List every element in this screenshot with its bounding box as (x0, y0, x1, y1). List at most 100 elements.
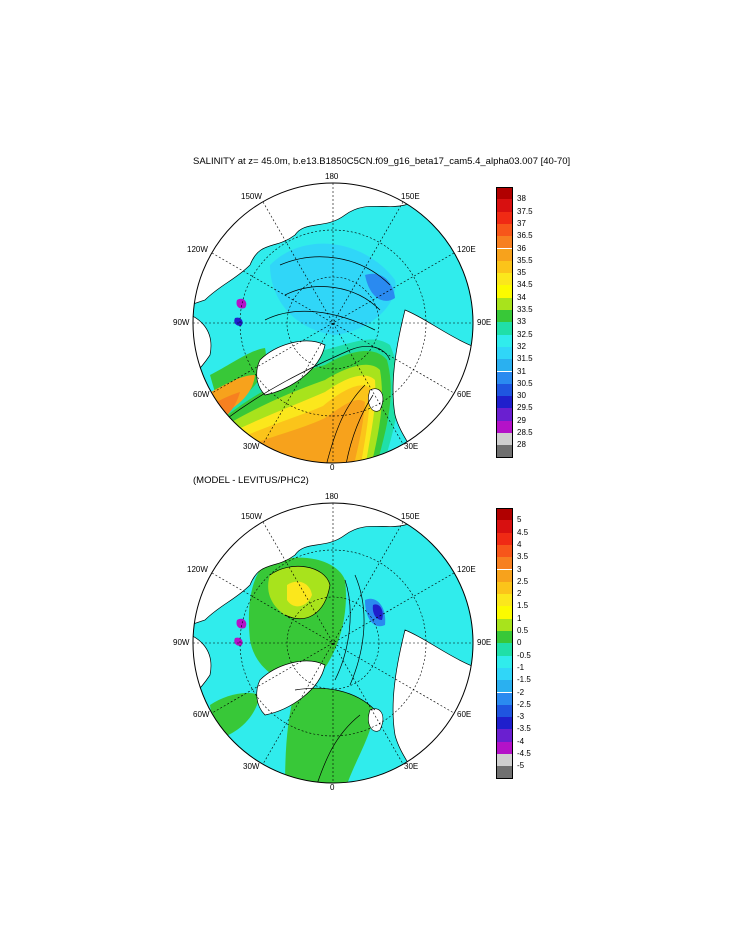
colorbar-tick-label: 28.5 (517, 428, 533, 437)
colorbar-swatch (496, 680, 513, 693)
colorbar-tick-label: -2 (517, 687, 525, 697)
colorbar-swatch (496, 383, 513, 397)
lon-label-60e: 60E (457, 710, 472, 719)
colorbar-tick-label: 30 (517, 391, 526, 401)
contour-line (349, 574, 365, 686)
graticule (193, 503, 473, 783)
lon-label-120w: 120W (187, 245, 208, 254)
land-canada (193, 309, 212, 386)
colorbar-tick-label: 37 (517, 218, 526, 228)
lon-label-150e: 150E (401, 192, 420, 201)
colorbar-swatch (496, 371, 513, 384)
lon-label-30e: 30E (404, 442, 419, 451)
colorbar-tick-label: 5 (517, 515, 522, 525)
colorbar-swatch (496, 310, 513, 323)
colorbar-swatch (496, 667, 513, 681)
colorbar-swatch (496, 741, 513, 754)
contour-region (365, 273, 395, 301)
colorbar-swatch (496, 420, 513, 433)
colorbar-tick-label: 1 (517, 613, 522, 623)
colorbar-swatch (496, 717, 513, 730)
contour-region (372, 604, 383, 620)
contour-line (224, 346, 391, 421)
colorbar-tick-label: 1.5 (517, 601, 529, 611)
colorbar-swatch (496, 445, 513, 458)
colorbar-tick-label: -0.5 (517, 650, 531, 660)
colorbar-swatch (496, 581, 513, 595)
difference-subtitle: (MODEL - LEVITUS/PHC2) (193, 475, 309, 486)
colorbar-swatch (496, 260, 513, 274)
colorbar-swatch (496, 692, 513, 705)
colorbar-tick-label: 28 (517, 440, 526, 450)
colorbar-tick-label: 30.5 (517, 378, 533, 388)
contour-line (284, 286, 381, 311)
colorbar-tick-label: -2.5 (517, 699, 531, 709)
lon-label-90e: 90E (477, 638, 492, 647)
contour-line (324, 384, 366, 463)
lon-label-30e: 30E (404, 762, 419, 771)
lon-label-30w: 30W (243, 442, 260, 451)
colorbar-swatch (496, 223, 513, 237)
colorbar-swatch (496, 729, 513, 742)
colorbar-tick-label: 34.5 (517, 280, 533, 290)
colorbar-swatch (496, 273, 513, 286)
colorbar-tick-label: 36 (517, 243, 526, 253)
contour-line (334, 579, 351, 681)
colorbar-tick-label: 35.5 (517, 255, 533, 265)
colorbar-swatch (496, 285, 513, 298)
contour-region (234, 317, 243, 326)
colorbar-tick-label: 35 (517, 268, 526, 278)
colorbar-swatch (496, 655, 513, 668)
map-boundary (192, 502, 474, 784)
difference-polar-map: 180 150W 150E 120W 120E 90W 90E 60W 60E … (173, 490, 495, 795)
lon-label-150e: 150E (401, 512, 420, 521)
colorbar-tick-label: 4 (517, 539, 522, 549)
colorbar-tick-label: 3 (517, 564, 522, 574)
colorbar-tick-label: 0.5 (517, 626, 529, 635)
contour-line (344, 394, 374, 463)
colorbar-swatch (496, 408, 513, 421)
colorbar-tick-label: -3.5 (517, 724, 531, 734)
lon-label-120e: 120E (457, 245, 476, 254)
lon-label-60e: 60E (457, 390, 472, 399)
colorbar-swatch (496, 557, 513, 570)
colorbar-tick-label: 3.5 (517, 552, 529, 562)
land-scandinavia (368, 708, 384, 732)
lon-label-90w: 90W (173, 638, 190, 647)
colorbar-tick-label: 36.5 (517, 231, 533, 241)
colorbar-swatch (496, 508, 513, 521)
colorbar-tick-label: 37.5 (517, 206, 533, 216)
land-scandinavia (368, 388, 384, 412)
lon-label-30w: 30W (243, 762, 260, 771)
colorbar-swatch (496, 618, 513, 631)
lon-label-90e: 90E (477, 318, 492, 327)
land-iceland (193, 398, 201, 422)
lon-label-120e: 120E (457, 565, 476, 574)
colorbar-tick-label: 4.5 (517, 527, 529, 537)
colorbar-swatch (496, 359, 513, 372)
colorbar-frame (496, 187, 513, 458)
colorbar-tick-label: 34 (517, 292, 526, 302)
colorbar-tick-label: 2 (517, 589, 522, 599)
land-greenland (256, 340, 326, 396)
colorbar-swatch (496, 532, 513, 545)
land-canada (193, 629, 212, 706)
colorbar-swatch (496, 594, 513, 607)
land-iceland (193, 718, 201, 742)
lon-label-150w: 150W (241, 512, 262, 521)
contour-line (294, 687, 376, 711)
lon-label-60w: 60W (193, 710, 210, 719)
colorbar-frame (496, 508, 513, 779)
colorbar-swatch (496, 754, 513, 767)
colorbar-tick-label: 31.5 (517, 354, 533, 364)
salinity-polar-map: 180 150W 150E 120W 120E 90W 90E 60W 60E … (173, 170, 495, 475)
difference-map-graphic (192, 502, 474, 784)
contour-line (264, 310, 376, 331)
colorbar-swatch (496, 544, 513, 558)
colorbar-tick-label: 31 (517, 366, 526, 376)
lon-label-0: 0 (330, 783, 335, 792)
colorbar-tick-label: 2.5 (517, 576, 529, 586)
colorbar-tick-label: 0 (517, 638, 522, 648)
contour-line (269, 566, 331, 620)
colorbar-swatch (496, 766, 513, 779)
